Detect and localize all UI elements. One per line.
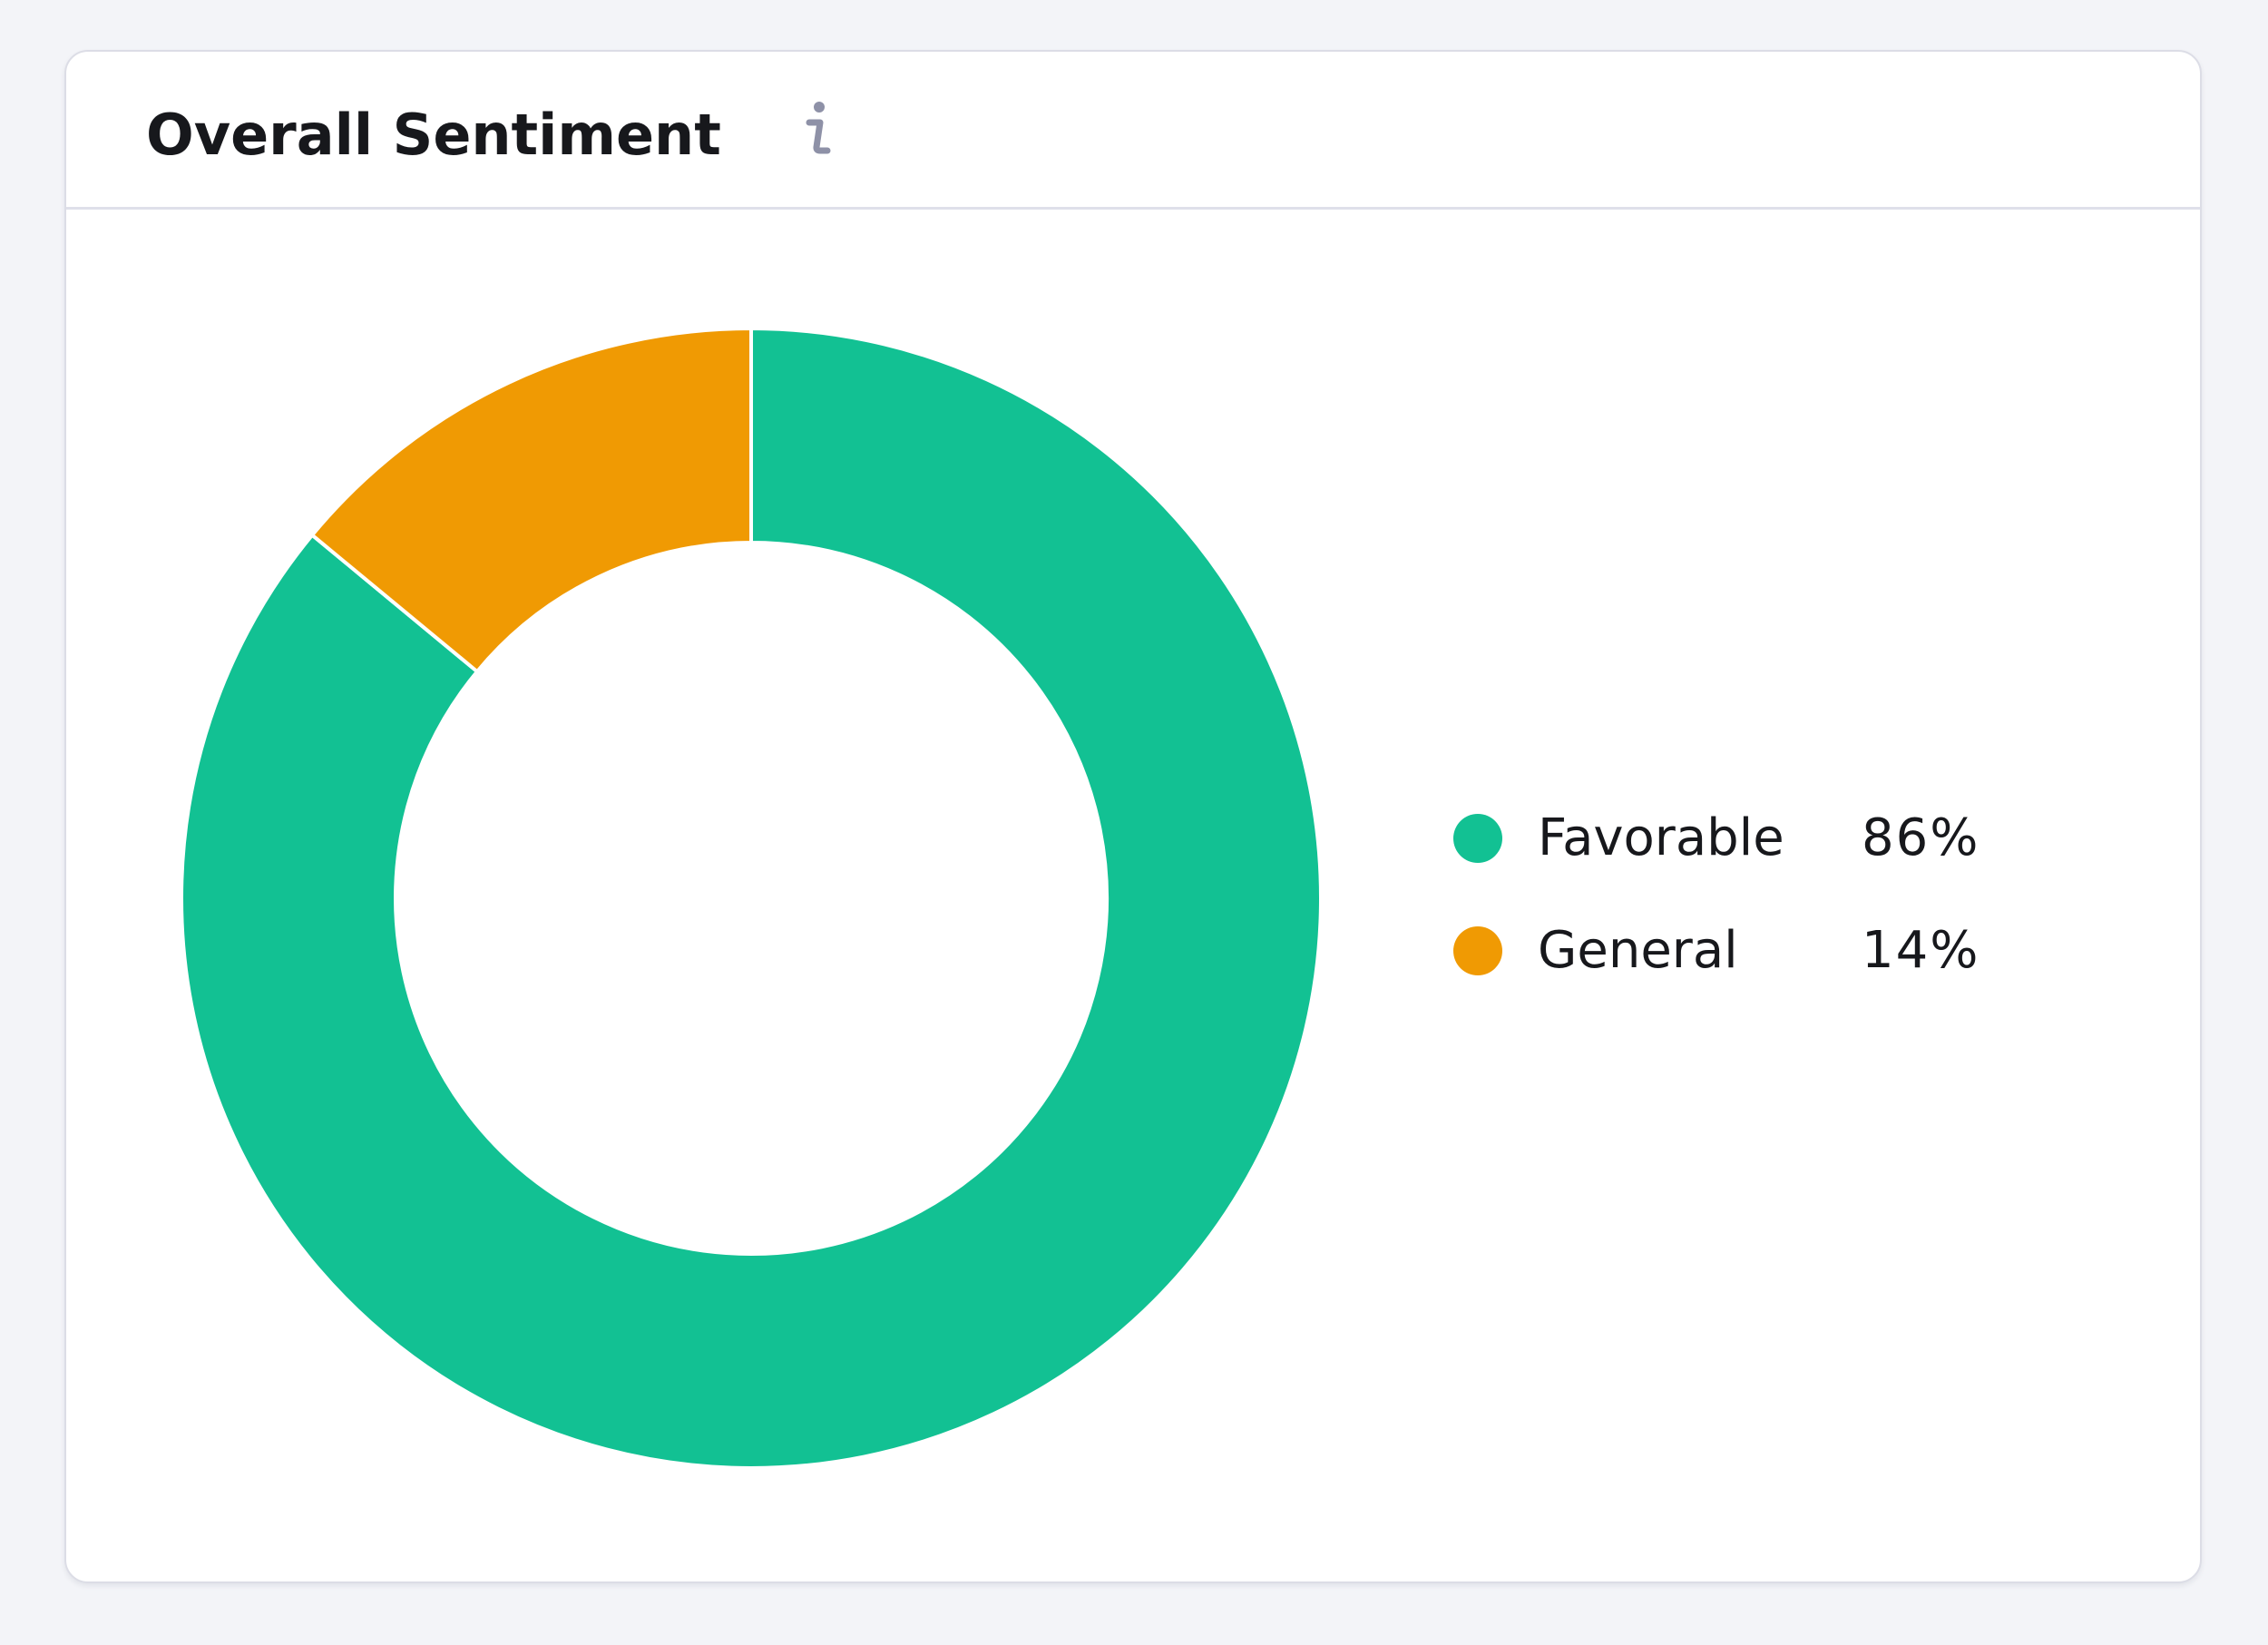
donut-chart [180,326,1323,1470]
legend-label-general: General [1538,921,1738,980]
legend-dot-favorable [1453,814,1502,863]
donut-slice-general[interactable] [309,326,753,674]
legend-dot-general [1453,926,1502,975]
donut-slices [180,326,1323,1470]
legend-item-favorable[interactable]: Favorable 86% [1453,805,2088,917]
info-icon-dot [814,102,825,113]
info-icon[interactable] [799,99,836,157]
legend-item-general[interactable]: General 14% [1453,917,2088,1030]
legend-value-general: 14% [1862,921,1980,980]
card-title: Overall Sentiment [146,102,721,168]
info-icon-stem [806,119,831,154]
donut-slice-favorable[interactable] [180,326,1323,1470]
card-header: Overall Sentiment [66,52,2200,210]
sentiment-card: Overall Sentiment Favorable 86% General 14% [64,50,2202,1583]
legend-value-favorable: 86% [1862,808,1980,867]
chart-legend: Favorable 86% General 14% [1453,805,2088,1030]
legend-label-favorable: Favorable [1538,808,1784,867]
